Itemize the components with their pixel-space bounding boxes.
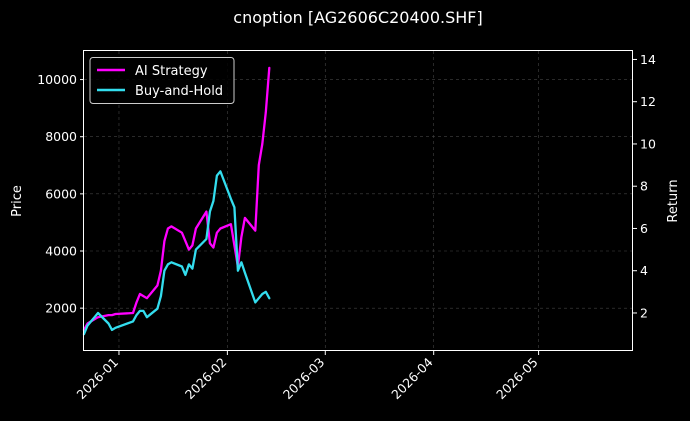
- plot-frame: [83, 50, 633, 351]
- y2-tick-label: 8: [640, 179, 648, 194]
- y2-tick-label: 2: [640, 305, 648, 320]
- legend-label-buy-and-hold: Buy-and-Hold: [135, 84, 223, 99]
- y2-tick-label: 4: [640, 263, 648, 278]
- y-axis-label: Price: [10, 185, 25, 217]
- y-tick-label: 4000: [45, 244, 77, 259]
- y-tick-label: 8000: [45, 129, 77, 144]
- right-axis: 2 4 6 8 10 12 14: [633, 52, 656, 320]
- y-tick-label: 2000: [45, 301, 77, 316]
- legend-box: [89, 57, 235, 104]
- legend: AI Strategy Buy-and-Hold: [89, 57, 235, 104]
- y2-tick-label: 10: [640, 136, 656, 151]
- grid: [84, 51, 633, 351]
- left-axis: 2000 4000 6000 8000 10000: [37, 72, 84, 316]
- legend-label-ai-strategy: AI Strategy: [135, 64, 208, 79]
- plot-lines: [82, 66, 271, 336]
- y2-axis-label: Return: [666, 179, 681, 222]
- series-line-ai-strategy: [82, 66, 271, 332]
- y2-tick-label: 6: [640, 221, 648, 236]
- series-line-buy-and-hold: [82, 170, 271, 336]
- y-tick-label: 6000: [45, 186, 77, 201]
- y2-tick-label: 14: [640, 52, 656, 67]
- chart-title: cnoption [AG2606C20400.SHF]: [233, 8, 482, 27]
- y-tick-label: 10000: [37, 72, 77, 87]
- y2-tick-label: 12: [640, 94, 656, 109]
